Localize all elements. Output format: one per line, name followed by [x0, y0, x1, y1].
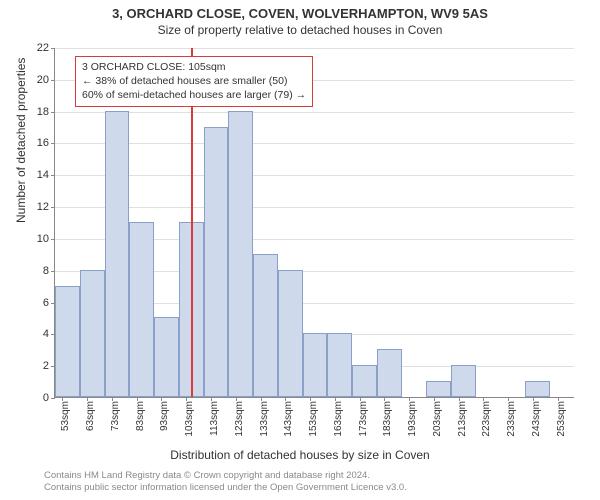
ytick-label: 10 [37, 233, 55, 245]
ytick-label: 16 [37, 137, 55, 149]
xtick-label: 123sqm [234, 401, 245, 437]
ytick-label: 14 [37, 169, 55, 181]
chart-title: 3, ORCHARD CLOSE, COVEN, WOLVERHAMPTON, … [0, 6, 600, 21]
xtick-label: 173sqm [358, 401, 369, 437]
xtick-label: 243sqm [531, 401, 542, 437]
annotation-line: ← 38% of detached houses are smaller (50… [82, 74, 306, 88]
xtick-label: 133sqm [259, 401, 270, 437]
xtick-label: 73sqm [110, 401, 121, 431]
xtick-label: 203sqm [432, 401, 443, 437]
ytick-label: 8 [43, 265, 55, 277]
ytick-label: 0 [43, 392, 55, 404]
annotation-line: 3 ORCHARD CLOSE: 105sqm [82, 60, 306, 74]
ytick-label: 18 [37, 106, 55, 118]
annotation-line: 60% of semi-detached houses are larger (… [82, 88, 306, 102]
histogram-bar [377, 349, 402, 397]
y-axis-label: Number of detached properties [14, 58, 28, 223]
ytick-label: 20 [37, 74, 55, 86]
histogram-bar [105, 111, 130, 397]
histogram-bar [525, 381, 550, 397]
xtick-label: 113sqm [209, 401, 220, 436]
gridline [55, 207, 574, 208]
histogram-bar [253, 254, 278, 397]
gridline [55, 112, 574, 113]
ytick-label: 2 [43, 360, 55, 372]
xtick-label: 63sqm [85, 401, 96, 431]
xtick-label: 143sqm [283, 401, 294, 437]
annotation-box: 3 ORCHARD CLOSE: 105sqm← 38% of detached… [75, 56, 313, 107]
histogram-bar [204, 127, 229, 397]
footer-attribution: Contains HM Land Registry data © Crown c… [44, 470, 407, 494]
xtick-label: 83sqm [135, 401, 146, 431]
plot-region: 024681012141618202253sqm63sqm73sqm83sqm9… [54, 48, 574, 398]
gridline [55, 48, 574, 49]
xtick-label: 183sqm [382, 401, 393, 437]
chart-area: 024681012141618202253sqm63sqm73sqm83sqm9… [54, 48, 574, 398]
histogram-bar [154, 317, 179, 397]
xtick-label: 163sqm [333, 401, 344, 437]
xtick-label: 193sqm [407, 401, 418, 437]
histogram-bar [327, 333, 352, 397]
histogram-bar [228, 111, 253, 397]
histogram-bar [55, 286, 80, 397]
x-axis-label: Distribution of detached houses by size … [0, 448, 600, 462]
xtick-label: 233sqm [506, 401, 517, 437]
xtick-label: 253sqm [556, 401, 567, 437]
histogram-bar [80, 270, 105, 397]
gridline [55, 143, 574, 144]
xtick-label: 213sqm [457, 401, 468, 437]
footer-line-1: Contains HM Land Registry data © Crown c… [44, 470, 407, 482]
histogram-bar [303, 333, 328, 397]
chart-subtitle: Size of property relative to detached ho… [0, 23, 600, 37]
histogram-bar [129, 222, 154, 397]
xtick-label: 53sqm [60, 401, 71, 431]
histogram-bar [426, 381, 451, 397]
ytick-label: 12 [37, 201, 55, 213]
xtick-label: 103sqm [184, 401, 195, 437]
histogram-bar [278, 270, 303, 397]
xtick-label: 223sqm [481, 401, 492, 437]
xtick-label: 153sqm [308, 401, 319, 437]
histogram-bar [352, 365, 377, 397]
xtick-label: 93sqm [159, 401, 170, 431]
histogram-bar [451, 365, 476, 397]
ytick-label: 6 [43, 297, 55, 309]
ytick-label: 4 [43, 328, 55, 340]
footer-line-2: Contains public sector information licen… [44, 482, 407, 494]
gridline [55, 175, 574, 176]
ytick-label: 22 [37, 42, 55, 54]
